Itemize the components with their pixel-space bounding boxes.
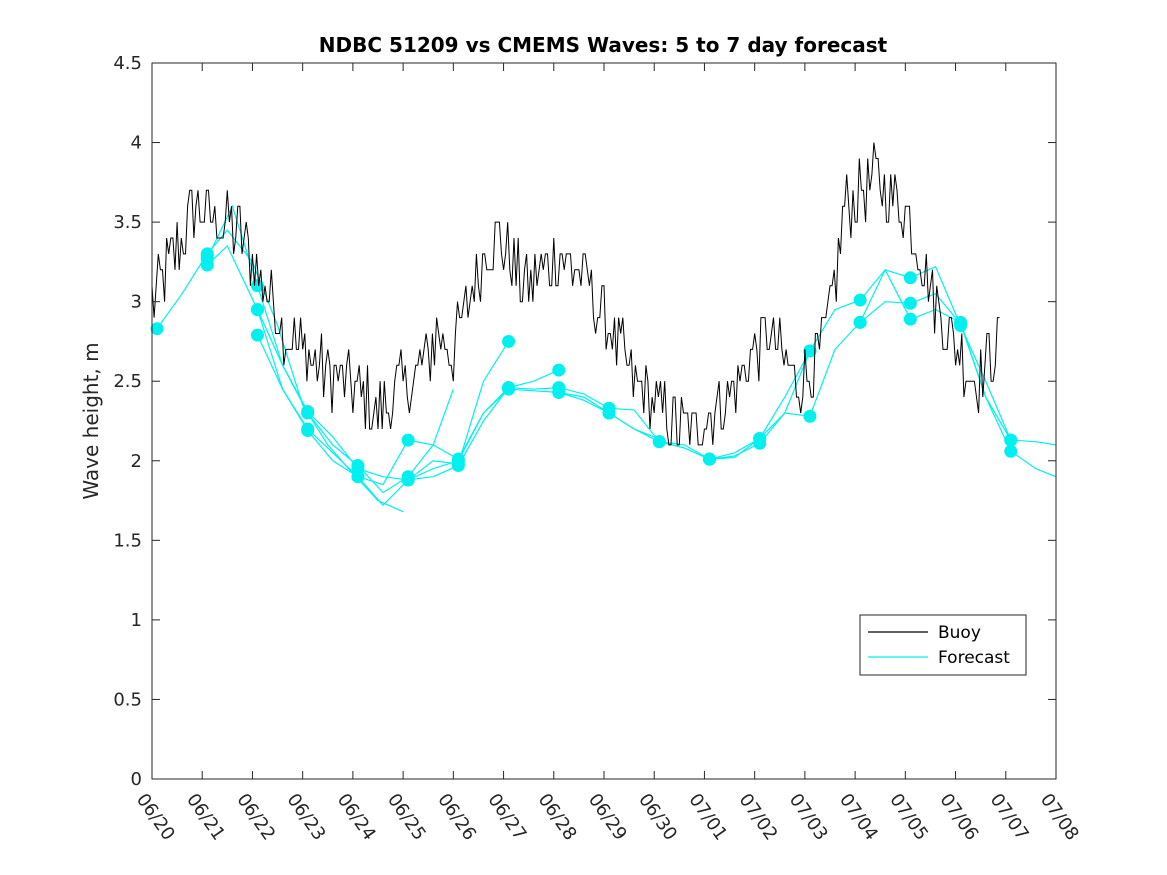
forecast-marker xyxy=(803,409,817,423)
buoy-line xyxy=(151,142,1000,446)
forecast-marker xyxy=(150,322,164,336)
forecast-marker xyxy=(702,452,716,466)
forecast-marker xyxy=(853,315,867,329)
forecast-marker xyxy=(301,404,315,418)
forecast-marker xyxy=(451,459,465,473)
y-tick-label: 2.5 xyxy=(113,371,142,392)
forecast-marker xyxy=(351,470,365,484)
forecast-marker xyxy=(803,344,817,358)
forecast-marker xyxy=(1004,444,1018,458)
legend-buoy-label: Buoy xyxy=(938,623,981,643)
y-tick-label: 4 xyxy=(131,133,142,154)
chart-title: NDBC 51209 vs CMEMS Waves: 5 to 7 day fo… xyxy=(319,33,888,57)
forecast-marker xyxy=(250,303,264,317)
forecast-marker xyxy=(502,381,516,395)
forecast-marker xyxy=(954,319,968,333)
legend-forecast-label: Forecast xyxy=(938,648,1010,668)
forecast-marker xyxy=(502,334,516,348)
forecast-marker xyxy=(903,296,917,310)
plot-area xyxy=(150,142,1057,513)
y-tick-label: 1 xyxy=(131,610,142,631)
y-tick-label: 2 xyxy=(131,451,142,472)
y-tick-label: 0.5 xyxy=(113,689,142,710)
forecast-marker xyxy=(250,328,264,342)
forecast-marker xyxy=(552,363,566,377)
y-tick-label: 3 xyxy=(131,292,142,313)
y-tick-label: 3.5 xyxy=(113,212,142,233)
forecast-marker xyxy=(301,424,315,438)
y-tick-label: 1.5 xyxy=(113,530,142,551)
forecast-marker xyxy=(200,258,214,272)
forecast-marker xyxy=(903,312,917,326)
forecast-marker xyxy=(853,293,867,307)
y-tick-label: 4.5 xyxy=(113,53,142,74)
forecast-marker xyxy=(401,473,415,487)
forecast-marker xyxy=(602,406,616,420)
forecast-marker xyxy=(401,433,415,447)
y-tick-label: 0 xyxy=(131,769,142,790)
y-axis-label: Wave height, m xyxy=(79,342,103,499)
forecast-line xyxy=(156,229,404,513)
forecast-marker xyxy=(552,385,566,399)
forecast-marker xyxy=(753,432,767,446)
forecast-line xyxy=(558,292,1012,460)
legend-box xyxy=(859,614,1027,676)
forecast-marker xyxy=(903,271,917,285)
forecast-marker xyxy=(1004,433,1018,447)
forecast-marker xyxy=(652,435,666,449)
legend: Buoy Forecast xyxy=(859,614,1027,676)
